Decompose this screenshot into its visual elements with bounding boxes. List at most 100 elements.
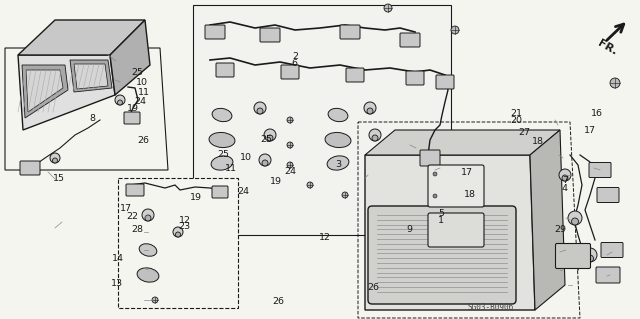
Bar	[193, 5, 451, 235]
Text: 17: 17	[120, 204, 132, 213]
Text: 6: 6	[292, 59, 298, 68]
Circle shape	[367, 108, 373, 114]
FancyBboxPatch shape	[406, 71, 424, 85]
Polygon shape	[110, 20, 150, 95]
FancyBboxPatch shape	[368, 206, 516, 304]
Circle shape	[118, 100, 122, 105]
Text: 17: 17	[584, 126, 596, 135]
Circle shape	[287, 142, 293, 148]
Text: 19: 19	[189, 193, 202, 202]
FancyBboxPatch shape	[420, 150, 440, 166]
FancyBboxPatch shape	[260, 28, 280, 42]
FancyBboxPatch shape	[124, 112, 140, 124]
Text: 16: 16	[591, 109, 604, 118]
Circle shape	[52, 158, 58, 163]
Circle shape	[115, 95, 125, 105]
Polygon shape	[365, 130, 560, 155]
Circle shape	[568, 211, 582, 225]
Text: 18: 18	[464, 190, 476, 199]
Circle shape	[364, 102, 376, 114]
Ellipse shape	[328, 108, 348, 122]
Circle shape	[142, 209, 154, 221]
Ellipse shape	[211, 156, 233, 170]
Ellipse shape	[139, 244, 157, 256]
Text: 12: 12	[319, 233, 331, 242]
Text: 27: 27	[518, 128, 531, 137]
Text: 7: 7	[562, 176, 568, 185]
Circle shape	[173, 227, 183, 237]
Text: 10: 10	[240, 153, 252, 162]
Text: 9: 9	[406, 225, 412, 234]
FancyBboxPatch shape	[340, 25, 360, 39]
Polygon shape	[18, 20, 145, 55]
Polygon shape	[26, 70, 63, 112]
Circle shape	[559, 169, 571, 181]
Circle shape	[259, 154, 271, 166]
Circle shape	[145, 215, 151, 221]
FancyBboxPatch shape	[596, 267, 620, 283]
Ellipse shape	[212, 108, 232, 122]
Text: 17: 17	[461, 168, 473, 177]
FancyBboxPatch shape	[400, 33, 420, 47]
FancyBboxPatch shape	[436, 75, 454, 89]
Text: 23: 23	[178, 222, 190, 231]
Text: 24: 24	[237, 187, 249, 196]
FancyBboxPatch shape	[205, 25, 225, 39]
Polygon shape	[18, 55, 115, 130]
Polygon shape	[22, 65, 68, 118]
Text: FR.: FR.	[596, 39, 619, 57]
Text: 24: 24	[284, 167, 296, 176]
Circle shape	[586, 255, 593, 262]
Circle shape	[572, 218, 579, 225]
Text: 5: 5	[438, 209, 444, 218]
Text: 15: 15	[52, 174, 65, 183]
FancyBboxPatch shape	[346, 68, 364, 82]
Text: 25: 25	[260, 135, 273, 144]
Text: 11: 11	[225, 164, 237, 173]
Text: 22: 22	[127, 212, 139, 221]
Circle shape	[287, 162, 293, 168]
Circle shape	[254, 102, 266, 114]
Text: 20: 20	[510, 116, 522, 125]
Circle shape	[257, 108, 263, 114]
Text: 24: 24	[134, 97, 147, 106]
Circle shape	[372, 135, 378, 141]
FancyBboxPatch shape	[216, 63, 234, 77]
Bar	[118, 178, 238, 308]
Text: 13: 13	[111, 279, 123, 288]
Circle shape	[152, 297, 158, 303]
Text: 1: 1	[438, 216, 444, 225]
Circle shape	[369, 129, 381, 141]
Circle shape	[287, 117, 293, 123]
Circle shape	[562, 175, 568, 181]
Polygon shape	[70, 60, 112, 92]
Ellipse shape	[209, 132, 235, 148]
Circle shape	[610, 78, 620, 88]
Text: 26: 26	[138, 136, 150, 145]
Circle shape	[384, 4, 392, 12]
Circle shape	[262, 160, 268, 166]
Circle shape	[264, 129, 276, 141]
Circle shape	[267, 135, 273, 141]
Text: SG03-B0906: SG03-B0906	[468, 303, 515, 313]
FancyBboxPatch shape	[428, 165, 484, 207]
Text: 11: 11	[138, 88, 150, 97]
Text: 26: 26	[367, 283, 380, 292]
Text: 29: 29	[554, 225, 566, 234]
FancyBboxPatch shape	[601, 242, 623, 257]
FancyBboxPatch shape	[428, 213, 484, 247]
FancyBboxPatch shape	[212, 186, 228, 198]
Text: 18: 18	[532, 137, 544, 146]
Circle shape	[50, 153, 60, 163]
Text: 25: 25	[218, 150, 230, 159]
Polygon shape	[74, 64, 108, 89]
Ellipse shape	[137, 268, 159, 282]
Text: 19: 19	[270, 177, 282, 186]
Circle shape	[307, 182, 313, 188]
Circle shape	[451, 26, 459, 34]
FancyBboxPatch shape	[556, 243, 591, 269]
Text: 28: 28	[131, 225, 143, 234]
Text: 10: 10	[136, 78, 148, 87]
FancyBboxPatch shape	[589, 162, 611, 177]
Text: 14: 14	[112, 254, 124, 263]
